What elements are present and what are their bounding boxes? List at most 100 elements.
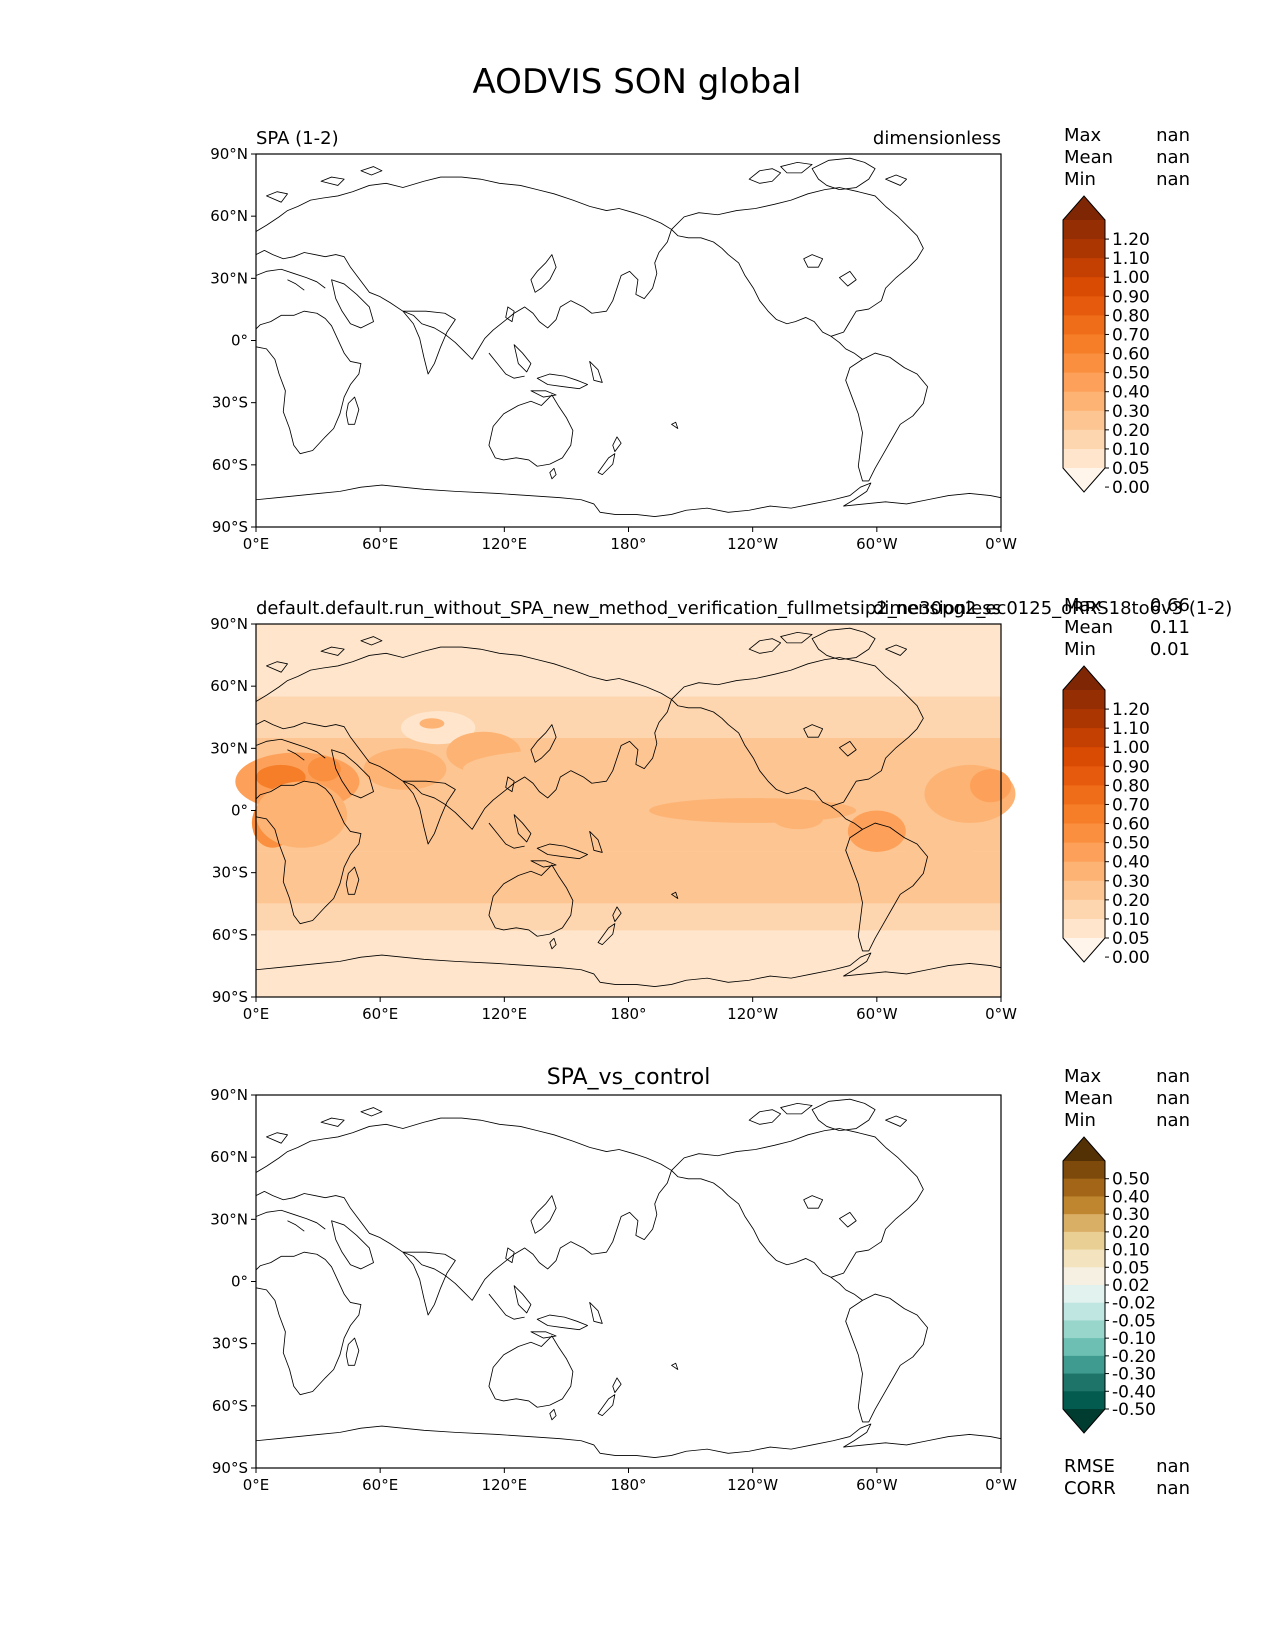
colorbar-tick-label: 0.70	[1112, 325, 1150, 345]
colorbar-tick-label: 0.80	[1112, 776, 1150, 796]
colorbar-tick-label: 0.50	[1112, 834, 1150, 854]
colorbar-tick-label: 1.00	[1112, 268, 1150, 288]
stat-value: nan	[1156, 169, 1190, 190]
colorbar-segment	[1063, 1302, 1105, 1321]
lon-tick-label: 60°W	[856, 535, 898, 553]
colorbar-segment	[1063, 1231, 1105, 1251]
colorbar-segment	[1063, 842, 1105, 863]
aod-region	[400, 845, 526, 879]
colorbar-segment	[1063, 277, 1105, 297]
colorbar-segment	[1063, 239, 1105, 259]
lon-tick-label: 0°E	[243, 535, 270, 553]
colorbar-tick-label: 0.20	[1112, 1223, 1150, 1243]
stat-label: Mean	[1064, 1088, 1113, 1109]
lon-tick-label: 0°W	[985, 1476, 1017, 1494]
colorbar-tick-label: 0.20	[1112, 421, 1150, 441]
colorbar-tick-label: -0.10	[1112, 1329, 1156, 1349]
lon-tick-label: 60°E	[362, 1476, 398, 1494]
page-title: AODVIS SON global	[473, 62, 802, 102]
map-field	[235, 624, 1016, 997]
colorbar-tick-label: 0.40	[1112, 1187, 1150, 1207]
colorbar-segment	[1063, 1214, 1105, 1233]
colorbar-tick-label: -0.05	[1112, 1311, 1156, 1331]
aod-region	[462, 748, 712, 790]
colorbar-tick-label: 0.30	[1112, 872, 1150, 892]
colorbar-segment	[1063, 1249, 1105, 1268]
colorbar-segment	[1063, 918, 1105, 939]
colorbar-segment	[1063, 1161, 1105, 1180]
colorbar-segment	[1063, 804, 1105, 825]
stat-value: nan	[1156, 1110, 1190, 1131]
colorbar-segment	[1063, 372, 1105, 393]
colorbar-segment	[1063, 899, 1105, 920]
map-panel-reference: default.default.run_without_SPA_new_meth…	[210, 595, 1232, 1023]
colorbar-segment	[1063, 315, 1105, 335]
lat-tick-label: 90°N	[210, 145, 248, 163]
colorbar-segment	[1063, 1196, 1105, 1215]
aod-region	[307, 756, 341, 782]
colorbar-segment	[1063, 1391, 1105, 1410]
colorbar-tick-label: 0.40	[1112, 853, 1150, 873]
colorbar-segment	[1063, 1267, 1105, 1286]
colorbar-segment	[1063, 823, 1105, 844]
stat-value: nan	[1156, 125, 1190, 146]
stat-value: nan	[1156, 147, 1190, 168]
colorbar-segment	[1063, 785, 1105, 805]
lon-tick-label: 60°E	[362, 1005, 398, 1023]
colorbar-segment	[1063, 410, 1105, 431]
colorbar-tick-label: 0.10	[1112, 910, 1150, 930]
lon-tick-label: 0°E	[243, 1005, 270, 1023]
aod-region	[773, 808, 824, 830]
aod-region	[649, 798, 857, 823]
stat-label: Min	[1064, 639, 1096, 660]
colorbar-segment	[1063, 1285, 1105, 1304]
colorbar-tick-label: 1.00	[1112, 738, 1150, 758]
lon-tick-label: 120°W	[727, 535, 778, 553]
lat-tick-label: 60°S	[212, 1397, 248, 1415]
colorbar-tick-label: 0.10	[1112, 440, 1150, 460]
stat-label: CORR	[1064, 1478, 1116, 1499]
colorbar-tick-label: 1.10	[1112, 249, 1150, 269]
colorbar-extend-min	[1063, 1409, 1105, 1433]
stat-label: Max	[1064, 595, 1102, 616]
colorbar-segment	[1063, 690, 1105, 710]
lon-tick-label: 180°	[610, 1476, 646, 1494]
stat-label: Max	[1064, 125, 1102, 146]
lat-tick-label: 0°	[231, 1273, 248, 1291]
panel-title-right: dimensionless	[873, 128, 1001, 149]
colorbar-tick-label: 0.05	[1112, 459, 1150, 479]
panel-title-left: SPA (1-2)	[256, 128, 339, 149]
colorbar-tick-label: -0.30	[1112, 1365, 1156, 1385]
colorbar-segment	[1063, 1338, 1105, 1357]
aod-region	[969, 769, 1012, 803]
aod-region	[419, 718, 445, 729]
colorbar-tick-label: 0.05	[1112, 929, 1150, 949]
lon-tick-label: 120°E	[482, 1476, 528, 1494]
aod-region	[483, 851, 815, 894]
aod-band	[256, 903, 1001, 931]
stat-label: Min	[1064, 1110, 1096, 1131]
lat-tick-label: 30°S	[212, 394, 248, 412]
colorbar-tick-label: 0.30	[1112, 1205, 1150, 1225]
colorbar-segment	[1063, 880, 1105, 901]
colorbar-tick-label: -0.40	[1112, 1382, 1156, 1402]
colorbar-segment	[1063, 766, 1105, 786]
lat-tick-label: 90°N	[210, 1086, 248, 1104]
colorbar-segment	[1063, 1355, 1105, 1375]
colorbar-segment	[1063, 353, 1105, 374]
lon-tick-label: 0°W	[985, 535, 1017, 553]
colorbar-tick-label: 0.40	[1112, 383, 1150, 403]
colorbar-tick-label: 1.20	[1112, 700, 1150, 720]
lat-tick-label: 30°S	[212, 1335, 248, 1353]
map-panel-difference: SPA_vs_control 90°N 60°N 30°N 0° 30°S 60°S 90°S…	[210, 1065, 1190, 1499]
colorbar-extend-max	[1063, 666, 1105, 690]
colorbar-segment	[1063, 861, 1105, 882]
colorbar-segment	[1063, 1320, 1105, 1339]
lon-tick-label: 120°W	[727, 1005, 778, 1023]
lat-tick-label: 60°S	[212, 926, 248, 944]
lon-tick-label: 60°E	[362, 535, 398, 553]
colorbar-tick-label: 1.10	[1112, 719, 1150, 739]
lat-tick-label: 60°N	[210, 677, 248, 695]
colorbar-tick-label: 0.50	[1112, 364, 1150, 384]
